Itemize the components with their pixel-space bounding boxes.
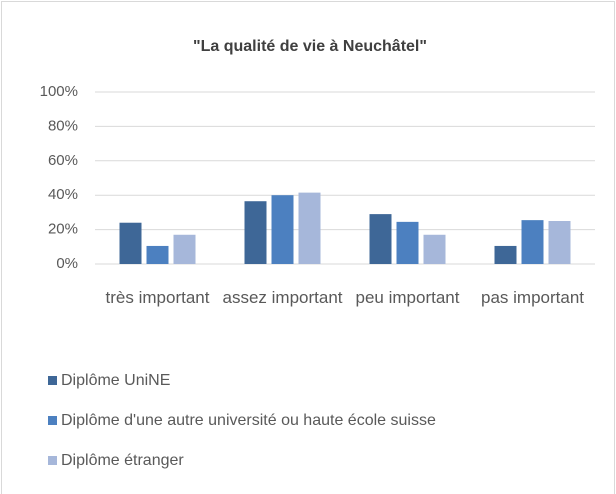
y-tick-label: 0% [56,255,78,272]
legend-swatch [48,416,57,425]
x-tick-label: pas important [481,288,584,307]
y-tick-label: 40% [48,186,78,203]
x-tick-label: très important [105,288,210,307]
y-tick-label: 60% [48,152,78,169]
chart-title: "La qualité de vie à Neuchâtel" [193,38,427,55]
x-tick-label: assez important [222,288,343,307]
x-tick-label: peu important [355,288,460,307]
legend-label: Diplôme d'une autre université ou haute … [61,412,436,429]
bar [548,221,571,264]
bar [173,234,196,264]
legend-swatch [48,376,57,385]
bar [298,192,321,264]
legend-label: Diplôme étranger [61,452,184,469]
bar [423,234,446,264]
bar [119,222,142,264]
bar [396,221,419,264]
bar [244,201,267,264]
legend-swatch [48,456,57,465]
legend-label: Diplôme UniNE [61,372,170,389]
bar [271,195,294,264]
y-tick-label: 20% [48,221,78,238]
y-tick-label: 80% [48,117,78,134]
bar [521,220,544,264]
bar [494,245,517,264]
bar [146,245,169,264]
y-tick-label: 100% [40,83,78,100]
bar [369,214,392,264]
